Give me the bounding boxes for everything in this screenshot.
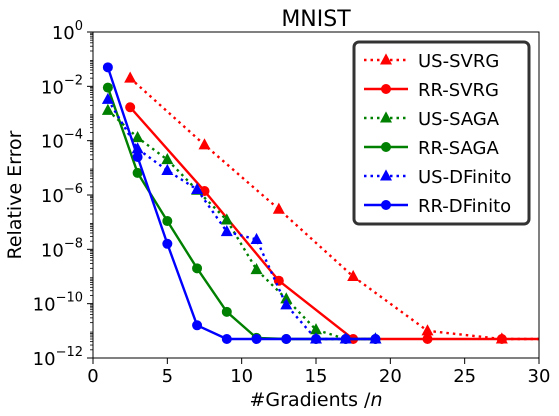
data-point-rr-dfinito: [370, 334, 381, 345]
data-point-rr-dfinito: [251, 334, 262, 345]
data-point-rr-saga: [102, 82, 113, 93]
x-tick-label: 0: [87, 366, 98, 387]
y-tick-label: 10−12: [33, 345, 83, 370]
data-point-us-svrg: [421, 324, 434, 336]
data-point-rr-saga: [162, 216, 173, 227]
x-tick-label: 25: [453, 366, 476, 387]
data-point-us-svrg: [347, 269, 360, 281]
data-point-us-dfinito: [191, 182, 204, 194]
data-point-rr-dfinito: [162, 238, 173, 249]
x-tick-label: 15: [305, 366, 328, 387]
legend-box: [352, 40, 531, 226]
y-tick-label: 10−4: [41, 128, 83, 153]
y-tick-label: 100: [52, 19, 83, 44]
y-tick-label: 10−8: [41, 236, 83, 261]
data-point-us-saga: [220, 213, 233, 225]
data-point-us-saga: [131, 130, 144, 143]
data-point-us-saga: [280, 292, 293, 304]
legend-label-us-svrg: US-SVRG: [418, 51, 499, 72]
data-point-rr-dfinito: [340, 334, 351, 345]
data-point-rr-saga: [192, 263, 203, 274]
y-tick-label: 10−10: [33, 291, 83, 316]
data-point-us-dfinito: [220, 224, 233, 237]
data-point-rr-svrg: [496, 334, 507, 345]
x-tick-label: 5: [162, 366, 173, 387]
legend-label-us-dfinito: US-DFinito: [418, 167, 511, 188]
legend: US-SVRG RR-SVRG US-SAGA RR-SAGA US-DFinito RR…: [352, 40, 531, 226]
data-point-rr-dfinito: [192, 320, 203, 331]
y-tick-label: 10−6: [41, 182, 83, 207]
legend-marker-us-svrg: [380, 53, 392, 65]
data-point-us-saga: [161, 153, 174, 165]
x-tick-label: 30: [528, 366, 551, 387]
data-point-rr-dfinito: [132, 152, 143, 163]
data-point-rr-svrg: [273, 275, 284, 286]
legend-label-rr-saga: RR-SAGA: [418, 138, 499, 159]
data-point-us-svrg: [272, 202, 285, 214]
x-tick-label: 10: [230, 366, 253, 387]
series-rr-dfinito: [102, 62, 381, 345]
y-tick-label: 10−2: [41, 73, 83, 98]
data-point-us-svrg: [198, 138, 211, 150]
legend-label-rr-svrg: RR-SVRG: [418, 80, 499, 101]
y-axis-label: Relative Error: [4, 130, 26, 259]
data-point-rr-svrg: [422, 334, 433, 345]
data-point-us-dfinito: [250, 232, 263, 245]
series-line-us-dfinito: [106, 98, 376, 341]
series-line-us-saga: [107, 109, 376, 341]
data-point-us-saga: [101, 103, 114, 115]
series-line-rr-saga: [106, 87, 376, 341]
legend-marker-rr-dfinito: [381, 200, 391, 210]
data-point-us-saga: [250, 262, 263, 275]
data-point-us-saga: [310, 323, 322, 335]
series-group: [101, 62, 539, 345]
data-point-rr-dfinito: [311, 334, 321, 345]
data-point-rr-dfinito: [102, 62, 113, 73]
plot-frame: [92, 31, 540, 359]
series-line-rr-dfinito: [106, 66, 376, 341]
legend-marker-us-saga: [380, 111, 392, 123]
data-point-us-dfinito: [280, 298, 293, 310]
series-us-saga: [101, 103, 382, 344]
data-point-rr-saga: [132, 167, 143, 178]
legend-marker-rr-saga: [381, 142, 391, 152]
x-axis-label: #Gradients /n: [249, 389, 382, 411]
data-point-us-dfinito: [101, 92, 114, 104]
x-tick-label: 20: [379, 366, 402, 387]
legend-label-us-saga: US-SAGA: [418, 109, 500, 130]
legend-marker-rr-svrg: [381, 84, 391, 94]
plot-area: #Gradients /n 0 5 10 15 20 25 30 100 10−2 10−4 10−6…: [33, 19, 551, 411]
legend-marker-us-dfinito: [380, 169, 392, 181]
chart-title: MNIST: [281, 7, 351, 32]
data-point-rr-saga: [221, 306, 232, 317]
data-point-rr-dfinito: [281, 334, 292, 345]
data-point-rr-svrg: [125, 102, 136, 113]
data-point-us-dfinito: [161, 163, 174, 175]
series-us-dfinito: [101, 92, 382, 344]
legend-label-rr-dfinito: RR-DFinito: [418, 196, 511, 217]
data-point-rr-dfinito: [221, 334, 232, 345]
data-point-us-svrg: [124, 71, 137, 83]
